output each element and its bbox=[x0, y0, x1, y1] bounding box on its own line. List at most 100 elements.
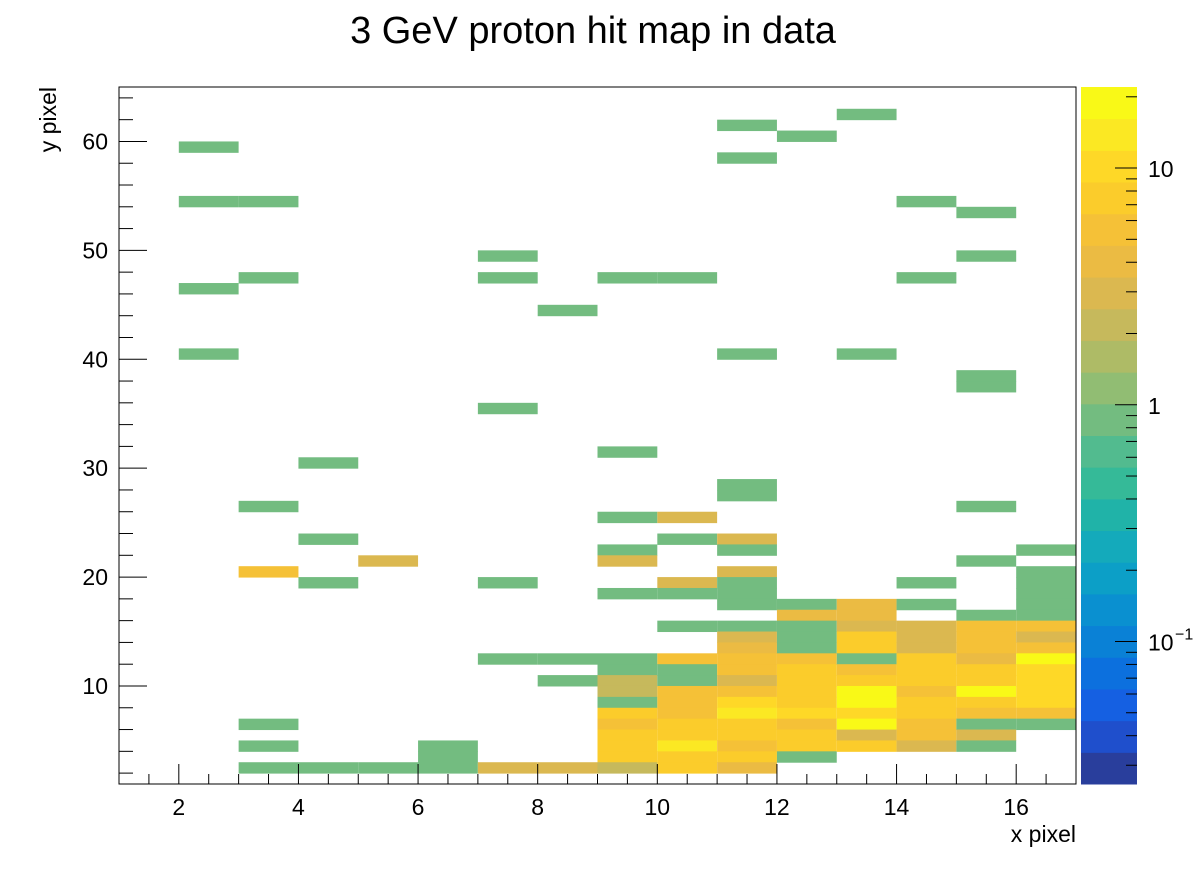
heatmap-bin bbox=[1016, 577, 1076, 589]
heatmap-bin bbox=[717, 664, 777, 676]
heatmap-bin bbox=[836, 348, 897, 360]
heatmap-bin bbox=[657, 272, 718, 284]
heatmap-bin bbox=[896, 675, 957, 687]
heatmap-bin bbox=[956, 631, 1017, 643]
heatmap-bin bbox=[896, 707, 957, 720]
heatmap-bin bbox=[597, 675, 658, 687]
heatmap-bin bbox=[776, 642, 837, 654]
y-tick-label: 10 bbox=[82, 673, 108, 699]
heatmap-bin bbox=[717, 533, 777, 545]
heatmap-bin bbox=[717, 119, 777, 132]
heatmap-bin bbox=[896, 653, 957, 665]
heatmap-bin bbox=[717, 479, 777, 491]
heatmap-bin bbox=[657, 729, 718, 741]
heatmap-bin bbox=[896, 577, 957, 589]
colorbar-swatch bbox=[1081, 245, 1137, 278]
heatmap-bin bbox=[717, 696, 777, 709]
heatmap-bin bbox=[776, 707, 837, 720]
heatmap-bin bbox=[956, 642, 1017, 654]
heatmap-bin bbox=[956, 500, 1017, 513]
heatmap-bin bbox=[597, 272, 658, 284]
heatmap-bin bbox=[597, 740, 658, 752]
heatmap-bin bbox=[956, 250, 1017, 262]
heatmap-bin bbox=[717, 566, 777, 578]
heatmap-bin bbox=[477, 653, 538, 665]
heatmap-bin bbox=[178, 195, 239, 208]
heatmap-bin bbox=[717, 751, 777, 763]
heatmap-bin bbox=[1016, 642, 1076, 654]
heatmap-bin bbox=[477, 577, 538, 589]
heatmap-bin bbox=[657, 620, 718, 633]
heatmap-bin bbox=[836, 696, 897, 709]
heatmap-bin bbox=[717, 544, 777, 556]
heatmap-bin bbox=[298, 762, 359, 774]
heatmap-bin bbox=[776, 620, 837, 633]
y-axis: 10 20 30 40 50 60 bbox=[82, 97, 147, 774]
heatmap-bin bbox=[597, 555, 658, 567]
heatmap-bin bbox=[1016, 675, 1076, 687]
colorbar-swatch bbox=[1081, 498, 1137, 532]
x-axis: 2 4 6 8 10 12 14 16 bbox=[118, 764, 1077, 820]
heatmap-bin bbox=[657, 664, 718, 676]
heatmap-bin bbox=[1016, 587, 1076, 600]
colorbar-swatch bbox=[1081, 752, 1137, 785]
heatmap-bin bbox=[537, 675, 598, 687]
heatmap-bin bbox=[717, 489, 777, 502]
x-tick-label: 2 bbox=[172, 794, 185, 820]
heatmap-bin bbox=[1016, 609, 1076, 622]
heatmap-bin bbox=[477, 762, 538, 774]
heatmap-bin bbox=[238, 195, 299, 208]
x-tick-label: 14 bbox=[884, 794, 910, 820]
heatmap-bins bbox=[178, 108, 1076, 774]
heatmap-bin bbox=[717, 718, 777, 731]
heatmap-bin bbox=[657, 740, 718, 752]
chart-title: 3 GeV proton hit map in data bbox=[350, 10, 837, 52]
x-tick-label: 6 bbox=[412, 794, 425, 820]
heatmap-bin bbox=[896, 696, 957, 709]
heatmap-bin bbox=[477, 272, 538, 284]
heatmap-bin bbox=[597, 587, 658, 600]
heatmap-bin bbox=[836, 729, 897, 741]
heatmap-bin bbox=[956, 206, 1017, 219]
heatmap-bin bbox=[657, 762, 718, 774]
heatmap-bin bbox=[477, 402, 538, 415]
heatmap-bin bbox=[238, 272, 299, 284]
y-axis-label: y pixel bbox=[35, 87, 61, 152]
heatmap-bin bbox=[836, 620, 897, 633]
heatmap-bin bbox=[1016, 544, 1076, 556]
colorbar-swatch bbox=[1081, 593, 1137, 627]
y-tick-label: 30 bbox=[82, 455, 108, 481]
heatmap-bin bbox=[956, 685, 1017, 698]
colorbar-tick-label: 10 bbox=[1148, 629, 1174, 655]
heatmap-bin bbox=[597, 664, 658, 676]
heatmap-bin bbox=[956, 740, 1017, 752]
colorbar-swatch bbox=[1081, 87, 1137, 120]
colorbar-tick-exponent: −1 bbox=[1175, 626, 1193, 643]
colorbar-swatch bbox=[1081, 530, 1137, 563]
heatmap-bin bbox=[776, 751, 837, 763]
heatmap-bin bbox=[896, 642, 957, 654]
y-tick-label: 40 bbox=[82, 346, 108, 372]
heatmap-bin bbox=[1016, 653, 1076, 665]
heatmap-bin bbox=[896, 664, 957, 676]
heatmap-bin bbox=[597, 685, 658, 698]
heatmap-bin bbox=[657, 685, 718, 698]
colorbar-swatch bbox=[1081, 435, 1137, 468]
heatmap-bin bbox=[657, 587, 718, 600]
heatmap-bin bbox=[956, 664, 1017, 676]
heatmap-bin bbox=[717, 620, 777, 633]
heatmap-bin bbox=[776, 609, 837, 622]
heatmap-bin bbox=[597, 762, 658, 774]
heatmap-bin bbox=[956, 555, 1017, 567]
x-tick-label: 4 bbox=[292, 794, 305, 820]
heatmap-bin bbox=[238, 718, 299, 731]
heatmap-bin bbox=[896, 729, 957, 741]
heatmap-bin bbox=[1016, 620, 1076, 633]
heatmap-bin bbox=[537, 762, 598, 774]
heatmap-bin bbox=[896, 620, 957, 633]
heatmap-bin bbox=[956, 609, 1017, 622]
heatmap-bin bbox=[657, 653, 718, 665]
heatmap-bin bbox=[358, 555, 419, 567]
heatmap-bin bbox=[238, 762, 299, 774]
